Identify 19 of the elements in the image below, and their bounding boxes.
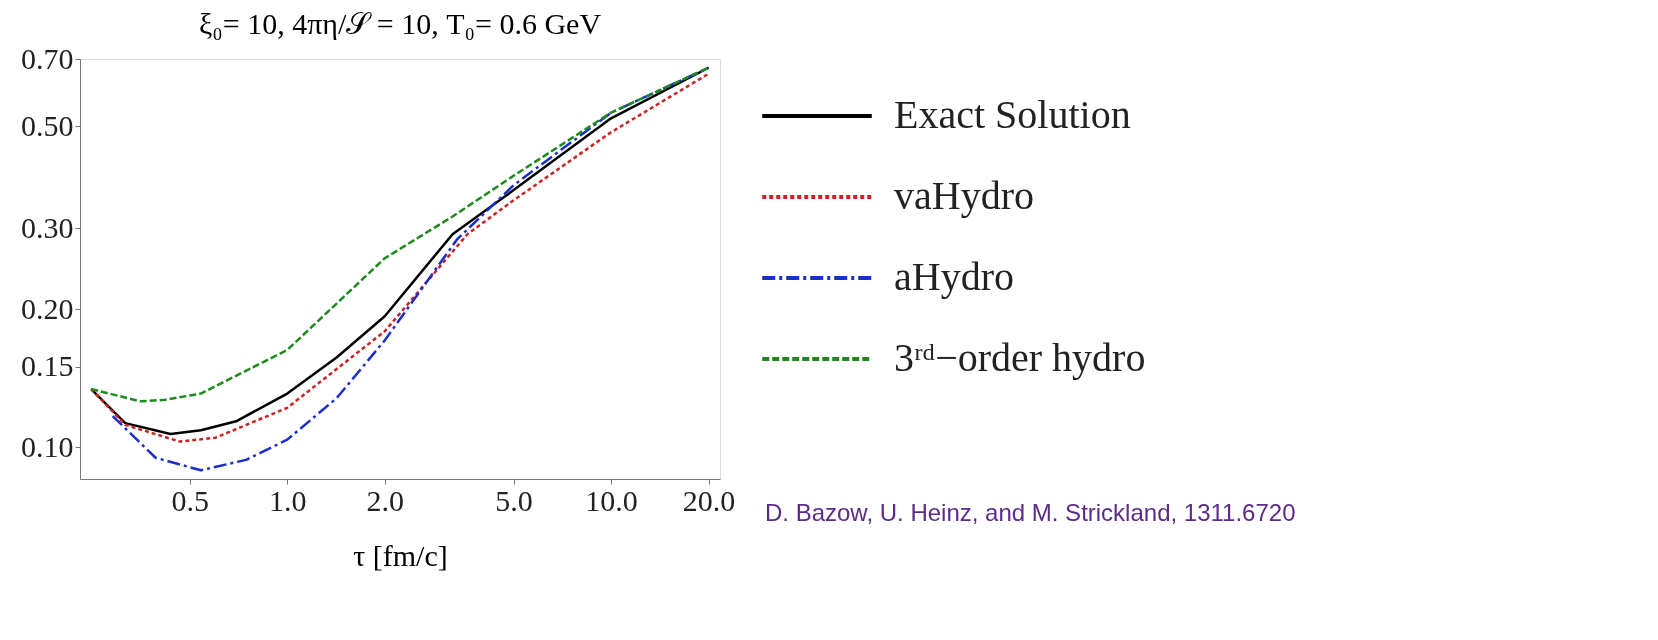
y-tick-label: 0.10 bbox=[21, 429, 74, 463]
y-tick-label: 0.20 bbox=[21, 291, 74, 325]
y-tick-label: 0.50 bbox=[21, 108, 74, 142]
y-tick-label: 0.30 bbox=[21, 210, 74, 244]
x-tick-label: 20.0 bbox=[682, 483, 736, 517]
legend-label: 3ʳᵈ−order hydro bbox=[894, 335, 1146, 380]
x-axis-title: τ [fm/c] bbox=[353, 538, 448, 572]
x-tick-label: 0.5 bbox=[171, 483, 210, 517]
chart-title: ξ₀= 10, 4πη/𝒮 = 10, T₀= 0.6 GeV bbox=[198, 7, 602, 40]
x-tick-label: 10.0 bbox=[585, 483, 638, 517]
legend-label: vaHydro bbox=[894, 173, 1034, 218]
legend-label: Exact Solution bbox=[894, 92, 1131, 137]
x-tick-label: 1.0 bbox=[269, 483, 307, 517]
x-tick-label: 2.0 bbox=[366, 483, 404, 517]
y-tick-label: 0.15 bbox=[21, 349, 74, 383]
y-tick-label: 0.70 bbox=[21, 41, 74, 75]
x-tick-label: 5.0 bbox=[495, 483, 533, 517]
text: D. Bazow, U. Heinz, and M. Strickland, 1311.6720 bbox=[765, 499, 1296, 526]
legend-label: aHydro bbox=[894, 254, 1014, 299]
